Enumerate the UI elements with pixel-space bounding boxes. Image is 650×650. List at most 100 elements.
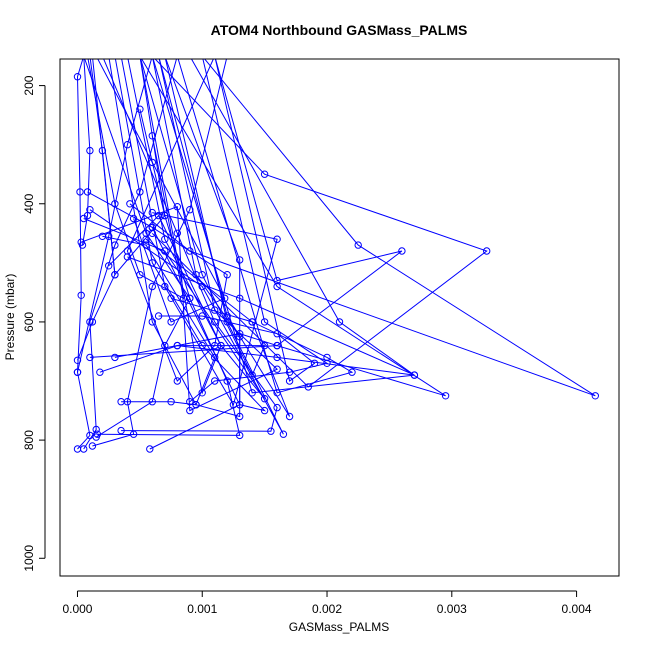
series-line-29: [97, 59, 226, 323]
data-point: [105, 262, 113, 270]
data-point: [304, 383, 312, 391]
series-line-7: [84, 59, 191, 438]
data-point: [148, 282, 157, 291]
data-point: [111, 271, 119, 279]
data-point: [260, 341, 269, 350]
data-point: [192, 401, 200, 409]
x-tick-label: 0.000: [62, 602, 92, 616]
series-line-23: [81, 59, 278, 412]
series-line-26: [76, 59, 84, 373]
data-point: [73, 73, 82, 81]
data-point: [86, 353, 94, 362]
series-line-21: [83, 59, 266, 400]
data-point: [273, 341, 281, 350]
data-point: [173, 377, 182, 385]
series-line-31: [145, 59, 291, 417]
data-point: [161, 211, 169, 220]
data-point: [173, 341, 182, 350]
plot-frame: [59, 58, 620, 577]
data-point: [123, 247, 132, 255]
data-point: [310, 359, 319, 367]
series-line-20: [87, 59, 185, 300]
y-tick-label: 600: [22, 312, 36, 332]
data-point: [260, 395, 269, 403]
data-point: [80, 445, 88, 453]
series-line-24: [102, 59, 216, 406]
data-point: [354, 241, 362, 249]
data-point: [273, 282, 281, 291]
data-point: [136, 105, 144, 113]
data-point: [236, 431, 244, 440]
data-point: [441, 392, 450, 400]
data-point: [117, 426, 125, 435]
data-point: [223, 377, 231, 385]
data-point: [410, 371, 419, 379]
data-point: [129, 214, 138, 223]
data-point: [73, 368, 82, 376]
data-point: [76, 188, 84, 196]
y-tick-label: 200: [22, 75, 36, 95]
data-point: [285, 377, 294, 385]
y-tick-label: 1000: [22, 545, 36, 572]
data-point: [173, 229, 182, 238]
x-tick-label: 0.002: [312, 602, 342, 616]
data-point: [77, 291, 85, 299]
data-point: [279, 430, 288, 438]
data-point: [223, 271, 231, 279]
data-point: [86, 318, 94, 326]
data-point: [96, 368, 104, 376]
series-line-25: [77, 59, 116, 361]
data-point: [88, 442, 97, 450]
data-point: [186, 247, 194, 255]
data-point: [83, 188, 92, 196]
series-line-33: [92, 59, 166, 276]
series-line-8: [121, 59, 241, 418]
data-point: [117, 398, 125, 406]
data-point: [260, 406, 269, 415]
chart-title: ATOM4 Northbound GASMass_PALMS: [211, 22, 468, 38]
series-line-3: [92, 59, 227, 447]
series-line-5: [103, 59, 278, 432]
data-point: [167, 294, 175, 302]
data-point: [591, 392, 599, 400]
data-point: [273, 330, 281, 338]
series-line-16: [129, 59, 596, 397]
data-point: [167, 398, 175, 406]
data-point: [167, 318, 175, 326]
data-point: [92, 425, 100, 434]
data-point: [248, 371, 256, 379]
data-point: [146, 445, 154, 453]
data-point: [236, 256, 244, 264]
data-point: [236, 401, 244, 409]
data-point: [148, 158, 157, 167]
data-point: [211, 377, 219, 385]
series-line-17: [151, 59, 488, 388]
y-axis: 200 400 600 800 1000: [22, 75, 46, 572]
y-tick-label: 400: [22, 193, 36, 213]
data-point: [154, 312, 163, 320]
data-point: [223, 312, 231, 320]
data-point: [198, 389, 206, 397]
data-point: [92, 433, 100, 441]
data-point: [248, 318, 256, 326]
data-point: [161, 235, 169, 243]
series-line-22: [87, 59, 241, 405]
data-point: [98, 232, 107, 241]
data-point: [335, 318, 344, 326]
series-line-10: [158, 59, 316, 382]
data-point: [248, 389, 256, 397]
x-tick-label: 0.001: [187, 602, 217, 616]
series-line-19: [89, 59, 284, 435]
series-line-13: [89, 59, 446, 397]
series-layer: [73, 59, 599, 453]
data-point: [148, 318, 157, 326]
data-point: [260, 170, 269, 178]
y-axis-label: Pressure (mbar): [3, 274, 17, 361]
data-point: [83, 211, 92, 220]
data-point: [142, 235, 150, 243]
data-point: [260, 318, 269, 326]
data-point: [348, 368, 356, 376]
data-point: [211, 306, 219, 314]
x-axis: 0.000 0.001 0.002 0.003 0.004: [62, 590, 592, 616]
